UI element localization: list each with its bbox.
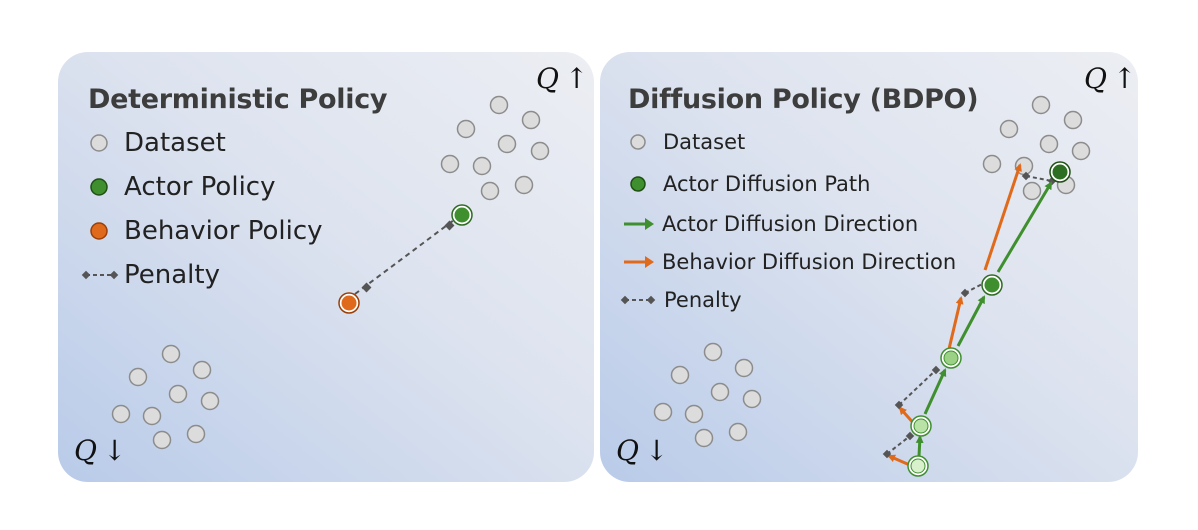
behavior-policy-point [338,292,360,314]
legend-penalty: Penalty [620,288,742,312]
dataset-point [653,402,673,422]
legend-dataset-label: Dataset [124,128,226,158]
dataset-dot-icon [630,134,646,150]
dataset-point [186,424,206,444]
green-arrow-icon [624,218,654,230]
dataset-point [1022,181,1042,201]
actor-path-point [1049,161,1071,183]
q-high-label: Q ↑ [536,62,589,95]
dataset-point [734,358,754,378]
dataset-point [192,360,212,380]
dataset-point [530,141,550,161]
behavior-arrow [947,296,964,350]
penalty-line-icon [81,270,119,280]
q-low-label: Q ↓ [616,434,669,467]
dataset-point [168,384,188,404]
legend-penalty-label: Penalty [664,288,742,312]
penalty-line [964,281,987,294]
dataset-point [1031,95,1051,115]
dataset-point [152,430,172,450]
dataset-point [489,95,509,115]
low-q-dataset-cluster [111,344,220,450]
deterministic-diagram [111,95,550,450]
actor-arrow [956,295,986,347]
dataset-point [480,181,500,201]
dataset-point [521,110,541,130]
actor-path-point [940,347,962,369]
actor-path-point [981,274,1003,296]
legend-behavior: Behavior Policy [88,216,323,246]
actor-policy-point [451,204,473,226]
diffusion-policy-panel: Diffusion Policy (BDPO) Dataset Actor Di… [600,52,1138,482]
deterministic-policy-panel: Deterministic Policy Dataset Actor Polic… [58,52,594,482]
dataset-point [710,382,730,402]
dataset-point [670,365,690,385]
legend-actor-path-label: Actor Diffusion Path [663,172,871,196]
dataset-point [684,404,704,424]
legend-actor-direction-label: Actor Diffusion Direction [662,212,919,236]
actor-path-dot-icon [630,176,646,192]
legend-penalty-label: Penalty [124,260,220,290]
dataset-point [200,391,220,411]
behavior-arrow [983,163,1022,271]
dataset-point [694,428,714,448]
actor-arrow [996,181,1053,273]
legend-dataset: Dataset [88,128,226,158]
penalty-connector [354,219,455,295]
panel-title: Deterministic Policy [88,84,388,115]
dataset-point [111,404,131,424]
dataset-point [1039,134,1059,154]
dataset-point [703,342,723,362]
legend-dataset: Dataset [628,130,745,154]
dataset-point [456,119,476,139]
behavior-direction-arrows [887,163,1022,468]
penalty-line [898,369,937,406]
high-q-dataset-cluster [982,95,1091,201]
legend-penalty: Penalty [80,260,220,290]
orange-arrow-icon [624,256,654,268]
dataset-point [440,154,460,174]
legend-actor-direction: Actor Diffusion Direction [622,212,918,236]
behavior-dot-icon [90,222,108,240]
legend-actor-path: Actor Diffusion Path [628,172,870,196]
penalty-line-icon [620,295,656,305]
dataset-point [514,175,534,195]
diffusion-diagram [653,95,1091,477]
q-low-label: Q ↓ [74,434,127,467]
actor-path-point [907,455,929,477]
dataset-dot-icon [90,134,108,152]
dataset-point [161,344,181,364]
actor-arrow [923,368,947,415]
legend-behavior-direction-label: Behavior Diffusion Direction [662,250,957,274]
legend-dataset-label: Dataset [663,130,746,154]
actor-arrow [915,435,924,457]
dataset-point [142,406,162,426]
actor-direction-arrows [915,181,1053,457]
dataset-point [472,156,492,176]
panel-title: Diffusion Policy (BDPO) [628,84,979,115]
actor-path-point [910,415,932,437]
penalty-line [1025,175,1053,182]
legend-behavior-label: Behavior Policy [124,216,323,246]
penalty-connectors [882,171,1057,459]
dataset-point [982,154,1002,174]
dataset-point [742,389,762,409]
dataset-point [728,422,748,442]
low-q-dataset-cluster [653,342,762,448]
dataset-point [1071,141,1091,161]
dataset-point [128,367,148,387]
dataset-point [1063,110,1083,130]
dataset-point [999,119,1019,139]
actor-diffusion-path-points [907,161,1071,477]
q-high-label: Q ↑ [1084,62,1137,95]
legend-actor: Actor Policy [88,172,275,202]
actor-dot-icon [90,178,108,196]
legend-actor-label: Actor Policy [124,172,276,202]
legend-behavior-direction: Behavior Diffusion Direction [622,250,956,274]
high-q-dataset-cluster [440,95,550,201]
dataset-point [497,134,517,154]
penalty-line [886,435,911,455]
